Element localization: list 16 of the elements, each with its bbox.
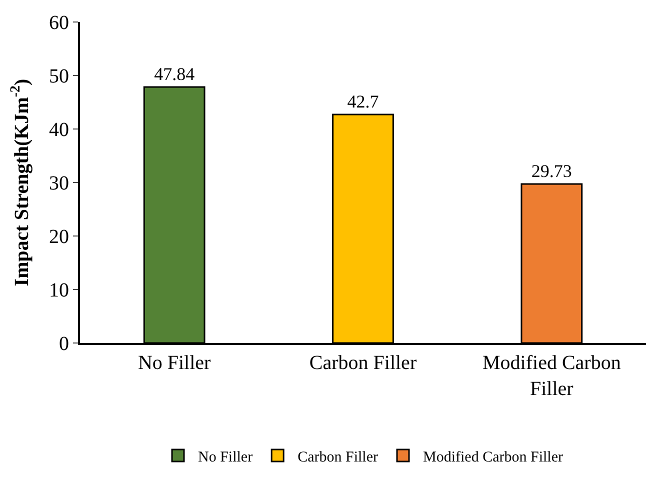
y-tick-label: 0 xyxy=(59,333,69,355)
y-tick-label: 60 xyxy=(49,12,69,34)
y-tick-label: 10 xyxy=(49,280,69,302)
data-label: 47.84 xyxy=(154,64,195,84)
y-tick-label: 50 xyxy=(49,66,69,88)
legend-label: Modified Carbon Filler xyxy=(423,449,563,466)
data-label: 29.73 xyxy=(531,160,572,181)
x-tick-label: No Filler xyxy=(138,352,212,374)
x-tick-label: Modified Carbon Filler xyxy=(482,352,621,400)
data-label: 42.7 xyxy=(347,92,379,112)
x-tick-label: Carbon Filler xyxy=(309,352,417,374)
y-tick-label: 20 xyxy=(49,226,69,248)
legend-label: No Filler xyxy=(198,449,253,466)
legend-label: Carbon Filler xyxy=(298,449,378,466)
y-tick-label: 30 xyxy=(49,172,69,194)
y-tick-label: 40 xyxy=(49,119,69,141)
